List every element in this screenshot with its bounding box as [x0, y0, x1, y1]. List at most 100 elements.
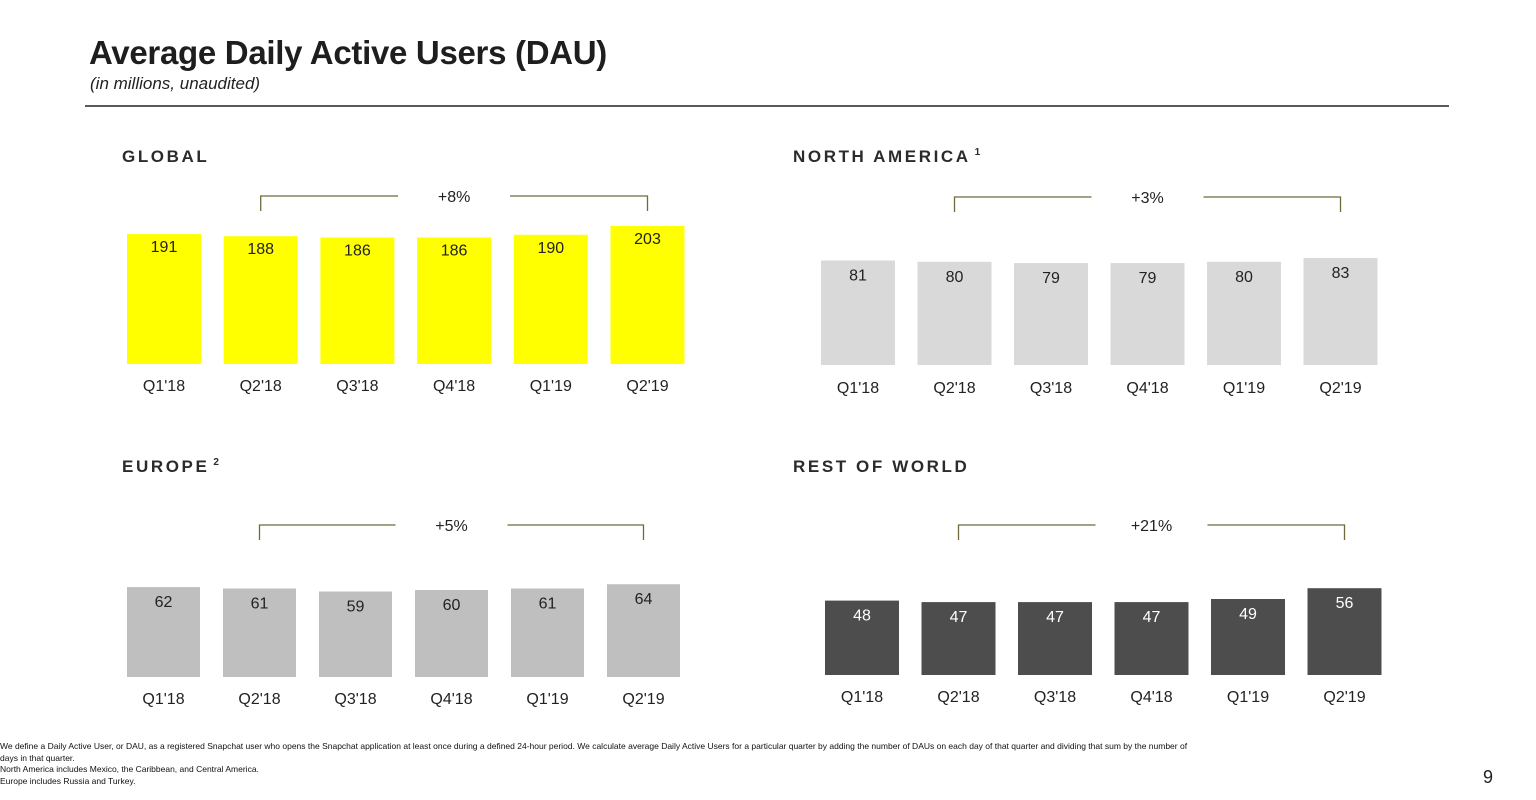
bar-q1-19: [511, 588, 584, 677]
category-label: Q3'18: [1030, 380, 1072, 397]
growth-bracket-left: [957, 524, 1096, 540]
chart-title: NORTH AMERICA 1: [793, 147, 981, 166]
category-label: Q2'18: [937, 689, 979, 706]
bar-q3-18: [1014, 263, 1088, 365]
category-label: Q2'19: [1319, 380, 1361, 397]
bar-value-label: 191: [151, 239, 178, 256]
bar-q4-18: [415, 590, 488, 677]
growth-bracket-right: [1207, 524, 1346, 540]
chart-title: EUROPE 2: [122, 457, 220, 476]
bar-value-label: 47: [1046, 609, 1064, 626]
bar-q3-18: [320, 237, 395, 364]
footnote-line: Europe includes Russia and Turkey.: [0, 775, 136, 786]
bar-value-label: 62: [155, 594, 173, 611]
slide-subtitle: (in millions, unaudited): [90, 74, 261, 93]
bar-value-label: 81: [849, 268, 867, 285]
bar-q1-18: [127, 234, 201, 364]
growth-bracket-left: [260, 195, 399, 211]
growth-bracket-right: [1203, 196, 1342, 212]
slide-title: Average Daily Active Users (DAU): [89, 34, 607, 71]
category-label: Q2'18: [240, 378, 282, 395]
category-label: Q1'19: [530, 378, 572, 395]
growth-label: +21%: [1131, 518, 1172, 535]
bar-value-label: 186: [344, 243, 371, 260]
bar-value-label: 203: [634, 231, 661, 248]
category-label: Q1'18: [841, 689, 883, 706]
growth-bracket-left: [953, 196, 1092, 212]
bar-q2-19: [607, 584, 680, 677]
bar-value-label: 80: [1235, 269, 1253, 286]
growth-bracket-left: [258, 524, 396, 540]
chart-north-america: NORTH AMERICA 1 81 Q1'18 80 Q2'18 79 Q3'18 79 Q4'…: [793, 147, 1378, 397]
bar-value-label: 61: [539, 596, 557, 613]
category-label: Q4'18: [433, 378, 475, 395]
bar-value-label: 79: [1139, 270, 1157, 287]
category-label: Q2'18: [238, 691, 280, 708]
bar-value-label: 56: [1336, 595, 1354, 612]
chart-title: REST OF WORLD: [793, 457, 969, 476]
category-label: Q2'19: [622, 691, 664, 708]
bar-q2-18: [223, 588, 296, 677]
category-label: Q1'19: [1223, 380, 1265, 397]
bar-q2-19: [1307, 588, 1382, 675]
category-label: Q4'18: [430, 691, 472, 708]
category-label: Q1'19: [1227, 689, 1269, 706]
category-label: Q2'18: [933, 380, 975, 397]
category-label: Q2'19: [1323, 689, 1365, 706]
growth-label: +5%: [435, 518, 467, 535]
chart-title: GLOBAL: [122, 147, 209, 166]
bar-value-label: 190: [537, 240, 564, 257]
chart-europe: EUROPE 2 62 Q1'18 61 Q2'18 59 Q3'18 60 Q4'18 61 Q1'…: [122, 457, 680, 708]
category-label: Q3'18: [334, 691, 376, 708]
bar-value-label: 47: [950, 609, 968, 626]
bar-q2-19: [610, 226, 685, 364]
category-label: Q1'18: [143, 378, 185, 395]
growth-bracket-right: [507, 524, 645, 540]
footnote-line: We define a Daily Active User, or DAU, a…: [0, 741, 1188, 751]
category-label: Q3'18: [336, 378, 378, 395]
bar-value-label: 59: [347, 599, 365, 616]
bar-q1-19: [513, 234, 588, 364]
growth-label: +3%: [1131, 190, 1163, 207]
category-label: Q4'18: [1130, 689, 1172, 706]
footnotes: We define a Daily Active User, or DAU, a…: [0, 741, 1420, 787]
category-label: Q2'19: [626, 378, 668, 395]
bar-q2-18: [223, 236, 298, 364]
bar-q4-18: [1110, 263, 1185, 365]
bar-value-label: 49: [1239, 606, 1257, 623]
bar-q2-18: [917, 261, 992, 365]
category-label: Q3'18: [1034, 689, 1076, 706]
bar-q2-19: [1303, 257, 1378, 365]
bar-value-label: 48: [853, 608, 871, 625]
bar-q4-18: [1114, 602, 1189, 675]
title-divider: [85, 105, 1449, 107]
bar-q1-19: [1211, 599, 1285, 675]
bar-value-label: 60: [443, 597, 461, 614]
bar-value-label: 83: [1332, 265, 1350, 282]
bar-q3-18: [319, 591, 392, 677]
bar-q3-18: [1018, 602, 1092, 675]
bar-q1-19: [1207, 261, 1281, 365]
bar-q2-18: [921, 602, 996, 675]
bar-value-label: 186: [441, 243, 468, 260]
category-label: Q4'18: [1126, 380, 1168, 397]
bar-value-label: 188: [247, 241, 274, 258]
bar-value-label: 80: [946, 269, 964, 286]
bar-q1-18: [127, 587, 200, 677]
bar-value-label: 61: [251, 596, 269, 613]
chart-title-superscript: 1: [975, 147, 982, 158]
category-label: Q1'18: [837, 380, 879, 397]
growth-label: +8%: [438, 189, 470, 206]
bar-q1-18: [825, 600, 899, 675]
chart-global: GLOBAL 191 Q1'18 188 Q2'18 186 Q3'18 186 Q4'18 19…: [122, 147, 685, 395]
bar-q4-18: [417, 237, 492, 364]
bar-value-label: 64: [635, 591, 653, 608]
footnote-line: North America includes Mexico, the Carib…: [0, 764, 259, 774]
category-label: Q1'18: [142, 691, 184, 708]
category-label: Q1'19: [526, 691, 568, 708]
dau-charts: GLOBAL 191 Q1'18 188 Q2'18 186 Q3'18 186 Q4'18 19…: [122, 147, 1382, 708]
growth-bracket-right: [510, 195, 649, 211]
chart-rest-of-world: REST OF WORLD 48 Q1'18 47 Q2'18 47 Q3'18 47 Q4'1…: [793, 457, 1382, 706]
chart-title-superscript: 2: [213, 457, 220, 468]
page-number: 9: [1483, 767, 1494, 787]
